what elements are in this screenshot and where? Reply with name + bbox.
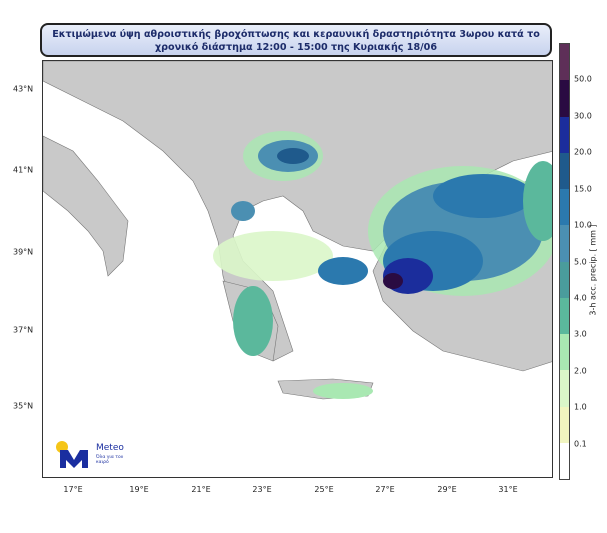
colorbar-tick-label: 15.0 (574, 184, 592, 194)
y-tick: 35°N (13, 401, 34, 411)
x-tick: 17°E (63, 485, 83, 494)
colorbar-segment (560, 152, 569, 189)
y-tick: 39°N (13, 247, 34, 257)
colorbar-tick-label: 30.0 (574, 111, 592, 121)
colorbar-segment (560, 80, 569, 117)
meteo-logo-icon (56, 441, 88, 468)
colorbar-tick-label: 50.0 (574, 74, 592, 84)
colorbar-tick-label: 4.0 (574, 293, 587, 303)
colorbar-segment (560, 189, 569, 226)
x-tick: 23°E (252, 485, 272, 494)
title-line-1: Εκτιμώμενα ύψη αθροιστικής βροχόπτωσης κ… (52, 29, 540, 40)
y-tick: 41°N (13, 165, 34, 175)
colorbar-tick-label: 5.0 (574, 257, 587, 266)
colorbar-segment (560, 297, 569, 334)
colorbar-tick-label: 20.0 (574, 147, 592, 157)
colorbar-tick-label: 10.0 (574, 220, 592, 230)
x-tick: 31°E (498, 485, 518, 494)
colorbar-segment (560, 370, 569, 407)
colorbar-segment (560, 334, 569, 371)
map-canvas (43, 61, 552, 400)
colorbar-segment (560, 406, 569, 443)
meteo-logo: Meteo Όλα για τον καιρό (54, 438, 134, 472)
map-title: Εκτιμώμενα ύψη αθροιστικής βροχόπτωσης κ… (40, 23, 552, 57)
colorbar-tick-label: 2.0 (574, 366, 587, 376)
colorbar-segment (560, 442, 569, 479)
title-line-2: χρονικό διάστημα 12:00 - 15:00 της Κυρια… (154, 42, 438, 53)
colorbar-segment (560, 44, 569, 81)
precipitation-map (42, 60, 553, 478)
colorbar-label: 3-h acc. precip. [ mm ] (588, 224, 598, 316)
x-tick: 29°E (437, 485, 457, 494)
x-tick: 25°E (314, 485, 334, 494)
logo-name: Meteo (96, 443, 124, 453)
x-tick: 19°E (129, 485, 149, 494)
precipitation-areas (213, 131, 552, 399)
colorbar-tick-label: 3.0 (574, 329, 587, 339)
colorbar-segment (560, 261, 569, 298)
colorbar-segment (560, 116, 569, 153)
colorbar (559, 43, 570, 480)
colorbar-segment (560, 225, 569, 262)
x-tick: 27°E (375, 485, 395, 494)
logo-tagline: Όλα για τον καιρό (96, 455, 124, 465)
y-tick: 43°N (13, 84, 34, 94)
x-tick: 21°E (191, 485, 211, 494)
y-tick: 37°N (13, 325, 34, 335)
colorbar-tick-label: 1.0 (574, 402, 587, 412)
colorbar-tick-label: 0.1 (574, 439, 587, 449)
